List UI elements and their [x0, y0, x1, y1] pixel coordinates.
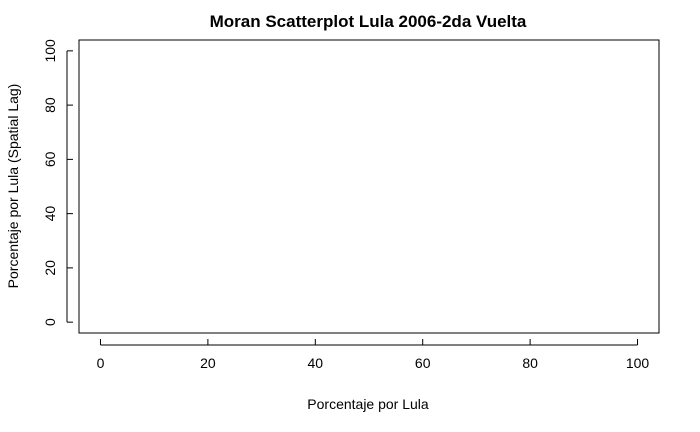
y-tick-label: 80 — [42, 97, 58, 113]
x-tick-label: 100 — [626, 355, 650, 371]
x-tick-label: 80 — [522, 355, 538, 371]
plot-frame — [78, 39, 660, 334]
y-tick-label: 0 — [42, 318, 58, 326]
y-tick-label: 20 — [42, 260, 58, 276]
y-tick-label: 100 — [42, 39, 58, 63]
x-tick-label: 0 — [97, 355, 105, 371]
x-tick-label: 20 — [200, 355, 216, 371]
y-tick-label: 40 — [42, 206, 58, 222]
y-axis: 0 20 40 60 80 100 — [42, 39, 73, 326]
x-tick-label: 60 — [415, 355, 431, 371]
chart-title: Moran Scatterplot Lula 2006-2da Vuelta — [210, 12, 527, 31]
x-axis-label: Porcentaje por Lula — [307, 396, 429, 412]
y-tick-label: 60 — [42, 151, 58, 167]
y-axis-label: Porcentaje por Lula (Spatial Lag) — [5, 84, 21, 289]
x-tick-label: 40 — [308, 355, 324, 371]
x-axis: 0 20 40 60 80 100 — [97, 339, 650, 371]
